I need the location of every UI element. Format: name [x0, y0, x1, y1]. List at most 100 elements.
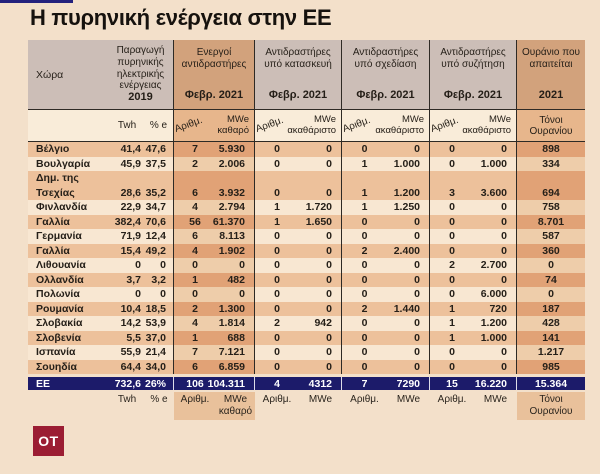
footer-constr-num: Αριθμ.: [262, 394, 292, 405]
planned-mwe-cell: 1.440: [387, 301, 430, 316]
country-cell: Πολωνία: [36, 288, 80, 301]
active-num-cell: 4: [174, 243, 216, 258]
planned-num-cell: 0: [361, 288, 368, 301]
subheader-proposed-mwe: MWe ακαθάριστο: [462, 110, 517, 141]
country-cell: Σουηδία: [36, 360, 77, 373]
constr-mwe-cell: 0: [299, 171, 342, 200]
header-uranium-year: 2021: [538, 88, 564, 101]
country-cell: Γαλλία: [36, 244, 70, 257]
table-row: Βουλγαρία 45,9 37,5 2 2.006 0 0 1 1.000 …: [28, 156, 585, 171]
uranium-cell: 898: [517, 142, 585, 157]
footer-planned-mwe: MWe: [396, 394, 421, 405]
uranium-cell: 1.217: [517, 345, 585, 360]
constr-num-cell: 0: [274, 187, 280, 199]
constr-num-cell: 0: [274, 157, 280, 170]
ot-logo: OT: [33, 426, 64, 456]
pct-cell: 12,4: [144, 229, 174, 244]
proposed-num-cell: 0: [449, 201, 455, 214]
country-cell: Βέλγιο: [36, 143, 70, 156]
table-row: Ισπανία 55,9 21,4 7 7.121 0 0 0 0 0 0 1.…: [28, 345, 585, 360]
subheader-planned-num: Αριθμ.: [341, 114, 372, 135]
pct-cell: 35,2: [144, 171, 174, 200]
active-num-cell: 7: [174, 345, 216, 360]
table-row: Γαλλία 382,4 70,6 56 61.370 1 1.650 0 0 …: [28, 214, 585, 229]
planned-mwe-cell: 0: [387, 345, 430, 360]
pct-cell: 3,2: [144, 272, 174, 287]
active-mwe-cell: 2.006: [216, 156, 255, 171]
footer-active-mwe: MWe καθαρό: [216, 392, 255, 420]
twh-cell: 14,2: [120, 317, 141, 330]
active-mwe-cell: 1.300: [216, 301, 255, 316]
subheader-blank: [28, 110, 110, 141]
uranium-cell: 334: [517, 156, 585, 171]
page-title: Η πυρηνική ενέργεια στην ΕΕ: [30, 5, 332, 30]
uranium-cell: 428: [517, 316, 585, 331]
twh-cell: 0: [135, 288, 141, 301]
planned-num-cell: 1: [361, 187, 368, 199]
planned-num-cell: 0: [361, 346, 368, 359]
pct-cell: 37,5: [144, 156, 174, 171]
pct-cell: 21,4: [144, 345, 174, 360]
table-header-row: Χώρα Παραγωγή πυρηνικής ηλεκτρικής ενέργ…: [28, 40, 585, 110]
subheader-planned-mwe: MWe ακαθάριστο: [375, 110, 430, 141]
table-row: Σλοβακία 14,2 53,9 4 1.814 2 942 0 0 1 1…: [28, 316, 585, 331]
active-num-cell: 1: [174, 272, 216, 287]
proposed-mwe-cell: 6.000: [474, 287, 517, 302]
constr-num-cell: 1: [274, 215, 280, 228]
uranium-cell: 0: [517, 287, 585, 302]
proposed-mwe-cell: 0: [474, 229, 517, 244]
header-active-reactors: Ενεργοί αντιδραστήρες Φεβρ. 2021: [174, 40, 255, 109]
footer-planned-num: Αριθμ.: [350, 394, 379, 405]
total-uranium-cell: 15.364: [534, 377, 568, 390]
table-row: Γαλλία 15,4 49,2 4 1.902 0 0 2 2.400 0 0…: [28, 243, 585, 258]
header-production-2019: Παραγωγή πυρηνικής ηλεκτρικής ενέργειας …: [110, 40, 173, 109]
planned-num-cell: 0: [361, 360, 368, 373]
active-mwe-cell: 2.794: [216, 200, 255, 215]
country-cell: Βουλγαρία: [36, 157, 91, 170]
subheader-pct: % e: [144, 110, 174, 141]
pct-cell: 53,9: [144, 316, 174, 331]
planned-mwe-cell: 0: [387, 359, 430, 374]
active-mwe-cell: 8.113: [216, 229, 255, 244]
constr-mwe-cell: 0: [299, 272, 342, 287]
table-row: Σλοβενία 5,5 37,0 1 688 0 0 0 0 1 1.000 …: [28, 330, 585, 345]
planned-num-cell: 2: [361, 302, 368, 315]
planned-num-cell: 0: [361, 331, 368, 344]
active-mwe-cell: 3.932: [216, 171, 255, 200]
planned-mwe-cell: 2.400: [387, 243, 430, 258]
uranium-cell: 758: [517, 200, 585, 215]
footer-uranium: Τόνοι Ουρανίου: [517, 392, 585, 420]
uranium-cell: 141: [517, 330, 585, 345]
proposed-mwe-cell: 0: [474, 142, 517, 157]
proposed-num-cell: 0: [449, 230, 455, 243]
active-num-cell: 0: [174, 287, 216, 302]
constr-num-cell: 0: [274, 230, 280, 243]
proposed-num-cell: 2: [449, 259, 455, 272]
uranium-cell: 74: [517, 272, 585, 287]
constr-num-cell: 0: [274, 346, 280, 359]
proposed-num-cell: 0: [449, 288, 455, 301]
twh-cell: 15,4: [120, 244, 141, 257]
subheader-proposed-num: Αριθμ.: [429, 114, 460, 135]
constr-mwe-cell: 0: [299, 243, 342, 258]
proposed-mwe-cell: 2.700: [474, 258, 517, 273]
uranium-cell: 8.701: [517, 214, 585, 229]
pct-cell: 34,7: [144, 200, 174, 215]
twh-cell: 5,5: [126, 331, 141, 344]
table-row: Βέλγιο 41,4 47,6 7 5.930 0 0 0 0 0 0 898: [28, 142, 585, 157]
country-cell: Ισπανία: [36, 346, 76, 359]
planned-num-cell: 1: [361, 201, 368, 214]
subheader-active-mwe: MWe καθαρό: [216, 110, 255, 141]
planned-mwe-cell: 0: [387, 272, 430, 287]
proposed-mwe-cell: 720: [474, 301, 517, 316]
country-cell: Σλοβενία: [36, 331, 82, 344]
uranium-cell: 187: [517, 301, 585, 316]
proposed-num-cell: 0: [449, 346, 455, 359]
active-num-cell: 4: [174, 200, 216, 215]
active-mwe-cell: 1.902: [216, 243, 255, 258]
country-cell: Ρουμανία: [36, 302, 84, 315]
active-num-cell: 7: [174, 142, 216, 157]
table-row: Φινλανδία 22,9 34,7 4 2.794 1 1.720 1 1.…: [28, 200, 585, 215]
proposed-mwe-cell: 0: [474, 272, 517, 287]
twh-cell: 45,9: [120, 157, 141, 170]
